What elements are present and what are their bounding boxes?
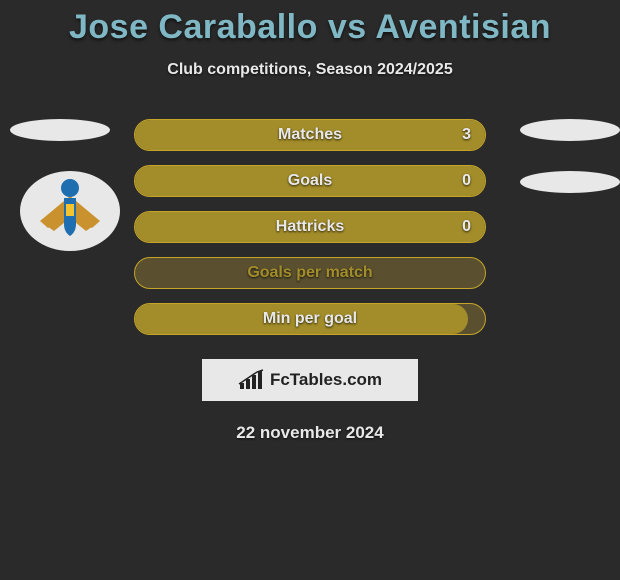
subtitle: Club competitions, Season 2024/2025 xyxy=(0,61,620,79)
stats-area: Matches 3 Goals 0 Hattricks 0 Goals per match M… xyxy=(0,119,620,335)
stat-bar-label: Min per goal xyxy=(263,310,357,328)
stat-bar-value: 0 xyxy=(462,172,471,190)
page-title: Jose Caraballo vs Aventisian xyxy=(0,8,620,47)
player-photo-placeholder-right-2 xyxy=(520,171,620,193)
stat-bar: Goals 0 xyxy=(134,165,486,197)
stat-bars: Matches 3 Goals 0 Hattricks 0 Goals per match M… xyxy=(134,119,486,335)
snapshot-date: 22 november 2024 xyxy=(0,423,620,443)
comparison-card: Jose Caraballo vs Aventisian Club compet… xyxy=(0,0,620,443)
source-logo: FcTables.com xyxy=(202,359,418,401)
bar-chart-icon xyxy=(238,369,264,391)
player-photo-placeholder-right-1 xyxy=(520,119,620,141)
crest-icon xyxy=(30,176,110,246)
stat-bar-label: Goals per match xyxy=(247,264,372,282)
player-photo-placeholder-left xyxy=(10,119,110,141)
stat-bar-label: Goals xyxy=(288,172,332,190)
stat-bar: Min per goal xyxy=(134,303,486,335)
stat-bar-label: Hattricks xyxy=(276,218,344,236)
stat-bar: Goals per match xyxy=(134,257,486,289)
stat-bar-label: Matches xyxy=(278,126,342,144)
stat-bar: Hattricks 0 xyxy=(134,211,486,243)
stat-bar-value: 3 xyxy=(462,126,471,144)
team-crest xyxy=(20,171,120,251)
stat-bar-value: 0 xyxy=(462,218,471,236)
stat-bar: Matches 3 xyxy=(134,119,486,151)
source-logo-text: FcTables.com xyxy=(270,370,382,390)
